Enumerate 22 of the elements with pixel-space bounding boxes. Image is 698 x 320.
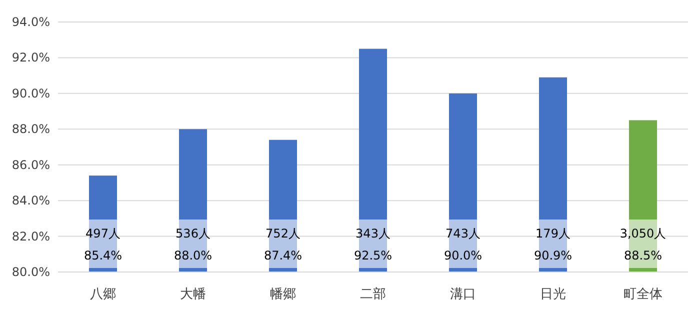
data-label: 752人 87.4% bbox=[264, 226, 302, 262]
x-tick-label: 八郷 bbox=[90, 287, 116, 302]
y-tick-label: 82.0% bbox=[12, 229, 50, 244]
data-label: 497人 85.4% bbox=[84, 226, 122, 262]
data-label: 3,050人 88.5% bbox=[620, 226, 666, 262]
data-label: 536人 88.0% bbox=[174, 226, 212, 262]
y-tick-label: 86.0% bbox=[12, 158, 50, 172]
data-label: 743人 90.0% bbox=[444, 226, 482, 262]
x-tick-label: 日光 bbox=[540, 287, 566, 302]
y-tick-label: 80.0% bbox=[12, 265, 50, 279]
data-label: 179人 90.9% bbox=[534, 226, 572, 262]
y-tick-label: 92.0% bbox=[12, 50, 50, 65]
y-tick-label: 88.0% bbox=[12, 122, 50, 136]
x-tick-label: 大幡 bbox=[180, 287, 206, 302]
y-tick-label: 90.0% bbox=[12, 86, 50, 100]
x-tick-label: 溝口 bbox=[450, 287, 476, 302]
data-label: 343人 92.5% bbox=[354, 226, 392, 262]
y-tick-label: 84.0% bbox=[12, 194, 50, 208]
x-tick-label: 幡郷 bbox=[270, 287, 296, 302]
x-tick-label: 町全体 bbox=[624, 287, 662, 302]
x-tick-label: 二部 bbox=[360, 287, 386, 302]
y-tick-label: 94.0% bbox=[12, 15, 50, 29]
